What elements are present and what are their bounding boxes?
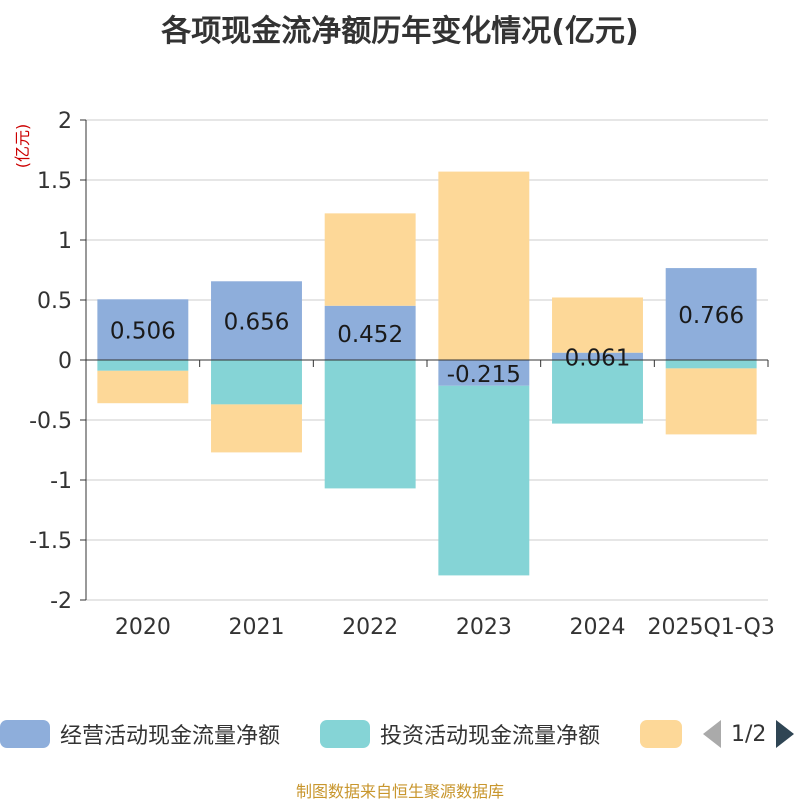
source-footer: 制图数据来自恒生聚源数据库 [295,782,504,801]
bar-series2-2024 [552,360,643,424]
x-tick-label: 2021 [229,615,285,640]
bar-series1-2024 [552,352,643,360]
bar-series1-2020 [97,299,189,360]
bar-series2-2022 [324,360,416,489]
x-tick-label: 2024 [570,615,626,640]
y-tick-label: 1 [58,229,72,254]
y-tick-label: 2 [58,109,72,134]
data-label-2020: 0.506 [110,319,176,345]
x-tick-label: 2025Q1-Q3 [647,615,774,640]
chart-canvas: 2 1.5 1 0.5 0 -0.5 -1 -1.5 -2 (亿元) 2020 2021 2022 202… [13,109,775,640]
data-label-2024: 0.061 [565,345,631,371]
bar-series1-2025Q1-Q3 [665,268,757,360]
y-tick-label: 0 [58,349,72,374]
bar-series2-2021 [211,360,302,405]
legend-swatch-investing [320,720,370,748]
y-tick-label: -2 [50,589,72,614]
bar-series2-2025Q1-Q3 [665,360,757,369]
data-label-2025Q1-Q3: 0.766 [678,303,744,329]
bar-series3-2024 [552,297,643,353]
bar-series3-2025Q1-Q3 [665,368,757,435]
legend-prev-page-icon[interactable] [703,720,721,748]
bar-series1-2023 [438,360,530,386]
chart-title: 各项现金流净额历年变化情况(亿元) [161,14,639,49]
bar-series2-2023 [438,385,530,576]
legend-item-investing[interactable]: 投资活动现金流量净额 [320,716,600,752]
data-label-2022: 0.452 [337,322,403,348]
bar-series3-2023 [438,171,530,360]
bar-series2-2020 [97,360,189,371]
legend-page-indicator: 1/2 [731,721,767,747]
y-tick-label: -1 [50,469,72,494]
y-axis-label: (亿元) [13,124,32,169]
x-tick-label: 2022 [342,615,398,640]
legend-item-operating[interactable]: 经营活动现金流量净额 [0,716,280,752]
y-tick-label: -0.5 [29,409,72,434]
legend-item-third[interactable] [640,716,682,752]
y-tick-label: 0.5 [37,289,72,314]
legend-pager: 1/2 [703,716,795,752]
legend-swatch-third [640,720,682,748]
bar-series3-2020 [97,370,189,404]
bar-series1-2021 [211,281,302,360]
y-tick-label: -1.5 [29,529,72,554]
x-tick-label: 2020 [115,615,171,640]
bar-series3-2022 [324,213,416,306]
data-label-2023: -0.215 [447,362,521,388]
bar-series3-2021 [211,404,302,453]
legend-label-operating: 经营活动现金流量净额 [60,724,281,749]
bar-series1-2022 [324,305,416,360]
legend-label-investing: 投资活动现金流量净额 [380,724,601,749]
y-tick-label: 1.5 [37,169,72,194]
legend-swatch-operating [0,720,50,748]
legend-next-page-icon[interactable] [776,720,795,748]
x-tick-label: 2023 [456,615,512,640]
legend: 经营活动现金流量净额 投资活动现金流量净额 1/2 [0,716,800,752]
data-label-2021: 0.656 [224,310,290,336]
